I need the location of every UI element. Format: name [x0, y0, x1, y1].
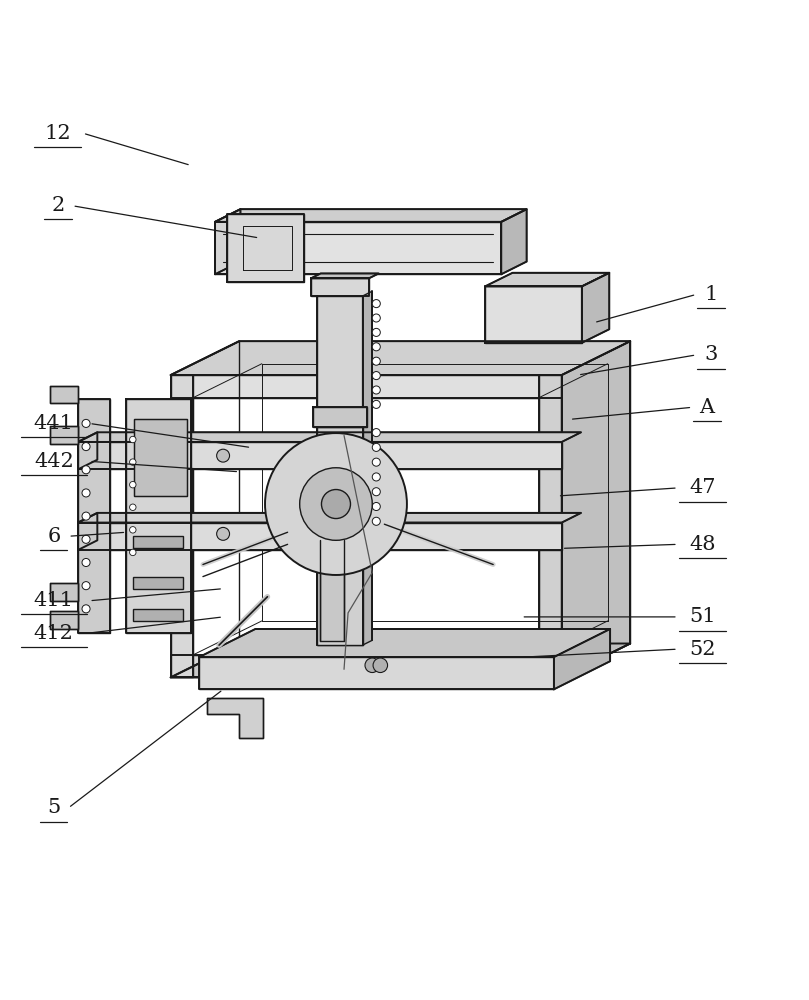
Circle shape: [372, 502, 380, 511]
Circle shape: [372, 429, 380, 437]
Polygon shape: [582, 273, 609, 343]
Text: 2: 2: [51, 196, 65, 215]
Text: 12: 12: [44, 124, 71, 143]
Polygon shape: [133, 609, 183, 621]
Circle shape: [129, 527, 136, 533]
Circle shape: [365, 658, 379, 673]
Circle shape: [82, 489, 90, 497]
Circle shape: [82, 582, 90, 590]
Polygon shape: [133, 536, 183, 548]
Circle shape: [372, 458, 380, 466]
Polygon shape: [215, 209, 240, 274]
Polygon shape: [362, 291, 372, 645]
Polygon shape: [50, 386, 78, 403]
Polygon shape: [215, 222, 502, 274]
Circle shape: [372, 328, 380, 336]
Polygon shape: [311, 273, 379, 278]
Polygon shape: [78, 399, 110, 633]
Circle shape: [372, 343, 380, 351]
Circle shape: [82, 605, 90, 613]
Text: 442: 442: [34, 452, 74, 471]
Circle shape: [373, 658, 388, 673]
Circle shape: [372, 386, 380, 394]
Polygon shape: [320, 540, 344, 641]
Polygon shape: [227, 214, 303, 282]
Polygon shape: [215, 209, 527, 222]
Polygon shape: [199, 629, 610, 657]
Polygon shape: [485, 273, 609, 286]
Polygon shape: [134, 419, 187, 496]
Polygon shape: [50, 426, 78, 444]
Circle shape: [217, 449, 230, 462]
Circle shape: [372, 314, 380, 322]
Circle shape: [372, 372, 380, 380]
Circle shape: [82, 558, 90, 567]
Circle shape: [129, 504, 136, 510]
Polygon shape: [171, 655, 561, 677]
Text: 5: 5: [47, 798, 61, 817]
Polygon shape: [539, 375, 561, 677]
Polygon shape: [317, 296, 362, 645]
Circle shape: [217, 527, 230, 540]
Text: 51: 51: [689, 607, 716, 626]
Text: 412: 412: [34, 624, 74, 643]
Polygon shape: [126, 399, 191, 633]
Polygon shape: [485, 286, 582, 343]
Circle shape: [129, 459, 136, 465]
Circle shape: [82, 419, 90, 427]
Text: 1: 1: [704, 285, 718, 304]
Polygon shape: [561, 341, 630, 677]
Polygon shape: [553, 629, 610, 689]
Circle shape: [129, 549, 136, 556]
Polygon shape: [199, 657, 553, 689]
Polygon shape: [171, 341, 630, 375]
Text: 47: 47: [689, 478, 716, 497]
Polygon shape: [78, 523, 561, 550]
Polygon shape: [311, 278, 369, 296]
Polygon shape: [171, 375, 561, 398]
Polygon shape: [78, 432, 97, 469]
Text: 48: 48: [689, 535, 716, 554]
Polygon shape: [78, 513, 581, 523]
Circle shape: [299, 468, 372, 540]
Circle shape: [372, 300, 380, 308]
Circle shape: [82, 466, 90, 474]
Text: 52: 52: [689, 640, 716, 659]
Circle shape: [372, 488, 380, 496]
Text: 6: 6: [47, 527, 61, 546]
Polygon shape: [133, 577, 183, 589]
Polygon shape: [207, 698, 264, 738]
Polygon shape: [50, 583, 78, 601]
Circle shape: [82, 443, 90, 451]
Text: A: A: [699, 398, 714, 417]
Text: 3: 3: [704, 345, 718, 364]
Circle shape: [372, 517, 380, 525]
Circle shape: [265, 433, 407, 575]
Polygon shape: [171, 375, 193, 677]
Circle shape: [372, 357, 380, 365]
Polygon shape: [502, 209, 527, 274]
Polygon shape: [312, 407, 367, 427]
Polygon shape: [78, 442, 561, 469]
Polygon shape: [78, 513, 97, 550]
Circle shape: [372, 443, 380, 451]
Circle shape: [129, 481, 136, 488]
Polygon shape: [171, 644, 630, 677]
Circle shape: [321, 490, 350, 519]
Text: 441: 441: [34, 414, 74, 433]
Circle shape: [82, 535, 90, 543]
Circle shape: [82, 512, 90, 520]
Polygon shape: [50, 611, 78, 629]
Text: 411: 411: [34, 591, 74, 610]
Polygon shape: [78, 432, 581, 442]
Circle shape: [372, 400, 380, 408]
Circle shape: [372, 473, 380, 481]
Polygon shape: [317, 427, 362, 645]
Circle shape: [129, 436, 136, 443]
